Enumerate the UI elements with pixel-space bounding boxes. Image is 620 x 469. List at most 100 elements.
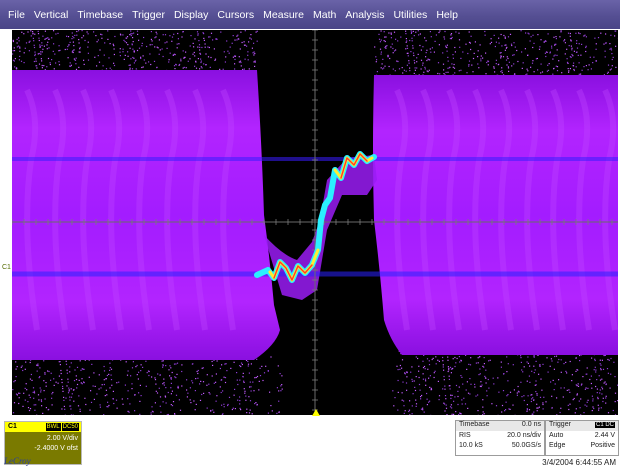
noise-speck [428, 377, 430, 379]
noise-speck [240, 362, 243, 364]
noise-speck [591, 357, 593, 359]
menu-timebase[interactable]: Timebase [77, 8, 124, 21]
noise-speck [449, 385, 451, 387]
noise-speck [254, 65, 256, 67]
noise-speck [409, 70, 411, 72]
noise-speck [174, 413, 176, 415]
noise-speck [536, 407, 538, 409]
channel-marker[interactable]: C1 [2, 264, 11, 271]
noise-speck [571, 380, 573, 382]
menu-analysis[interactable]: Analysis [345, 8, 385, 21]
noise-speck [66, 369, 68, 371]
noise-speck [415, 356, 417, 358]
noise-speck [556, 49, 558, 51]
noise-speck [46, 66, 48, 68]
noise-speck [43, 380, 45, 382]
noise-speck [448, 375, 450, 377]
menu-cursors[interactable]: Cursors [217, 8, 255, 21]
noise-speck [159, 374, 161, 376]
noise-speck [466, 381, 468, 383]
noise-speck [141, 66, 143, 69]
noise-speck [613, 361, 615, 363]
noise-speck [592, 398, 594, 400]
noise-speck [203, 63, 205, 65]
noise-speck [249, 409, 251, 411]
noise-speck [603, 74, 605, 76]
noise-speck [45, 385, 47, 387]
channel-1-descriptor[interactable]: C1 BWL DC50 2.00 V/div -2.4000 V ofst [4, 421, 82, 465]
noise-speck [102, 65, 104, 67]
noise-speck [103, 379, 105, 381]
noise-speck [527, 395, 529, 397]
noise-speck [617, 400, 618, 402]
noise-speck [506, 56, 508, 58]
noise-speck [116, 407, 118, 409]
noise-speck [450, 372, 452, 374]
noise-speck [425, 384, 427, 386]
menu-utilities[interactable]: Utilities [393, 8, 428, 21]
noise-speck [202, 32, 204, 34]
noise-speck [105, 389, 107, 391]
noise-speck [145, 62, 147, 64]
noise-speck [223, 51, 225, 53]
noise-speck [39, 367, 41, 369]
noise-speck [500, 52, 502, 54]
noise-speck [457, 395, 459, 398]
noise-speck [206, 407, 208, 409]
menu-measure[interactable]: Measure [263, 8, 305, 21]
noise-speck [29, 396, 31, 399]
trigger-descriptor[interactable]: Trigger C1 DC Auto 2.44 V Edge Positive [545, 420, 619, 456]
noise-speck [33, 44, 35, 46]
noise-speck [501, 404, 504, 407]
noise-speck [232, 35, 234, 37]
noise-speck [585, 45, 587, 47]
noise-speck [406, 376, 408, 378]
noise-speck [445, 404, 447, 406]
noise-speck [66, 385, 68, 387]
trigger-header: Trigger C1 DC [546, 421, 618, 431]
noise-speck [428, 69, 430, 71]
noise-speck [278, 400, 280, 402]
noise-speck [480, 58, 482, 60]
menu-math[interactable]: Math [313, 8, 337, 21]
noise-speck [180, 58, 182, 60]
noise-speck [459, 46, 461, 48]
noise-speck [485, 369, 487, 371]
menu-display[interactable]: Display [173, 8, 209, 21]
trigger-source: C1 DC [594, 421, 615, 429]
noise-speck [244, 30, 246, 32]
noise-speck [215, 400, 217, 402]
noise-speck [267, 370, 269, 372]
noise-speck [203, 37, 205, 39]
timebase-descriptor[interactable]: Timebase 0.0 ns RIS 20.0 ns/div 10.0 kS … [455, 420, 545, 456]
waveform-display[interactable] [12, 30, 618, 415]
noise-speck [30, 35, 32, 37]
noise-speck [503, 74, 505, 76]
ghost-stroke [108, 88, 124, 331]
menu-vertical[interactable]: Vertical [33, 8, 69, 21]
noise-speck [532, 413, 534, 415]
noise-speck [211, 360, 213, 363]
menu-trigger[interactable]: Trigger [132, 8, 165, 21]
noise-speck [87, 33, 89, 35]
noise-speck [79, 48, 81, 50]
noise-speck [212, 364, 214, 366]
noise-speck [194, 390, 196, 392]
noise-speck [33, 397, 35, 399]
ghost-stroke [550, 88, 566, 331]
menu-file[interactable]: File [8, 8, 25, 21]
noise-speck [526, 68, 528, 70]
noise-speck [42, 412, 44, 414]
noise-speck [23, 33, 25, 35]
noise-speck [58, 375, 60, 377]
noise-speck [428, 59, 430, 61]
noise-speck [415, 399, 417, 401]
menu-help[interactable]: Help [436, 8, 458, 21]
noise-speck [246, 412, 248, 414]
noise-speck [87, 46, 89, 48]
noise-speck [76, 366, 79, 368]
noise-speck [12, 39, 14, 41]
noise-speck [500, 33, 502, 36]
noise-speck [554, 43, 556, 45]
noise-speck [145, 360, 147, 362]
